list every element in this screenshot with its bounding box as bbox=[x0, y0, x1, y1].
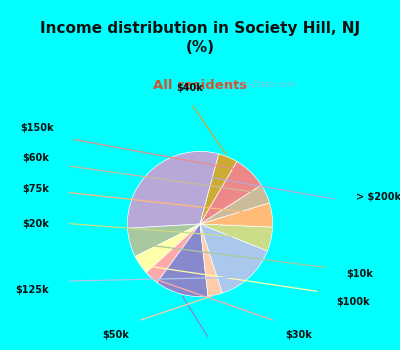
Text: $50k: $50k bbox=[102, 330, 130, 340]
Wedge shape bbox=[200, 203, 272, 227]
Text: ⓘ City-Data.com: ⓘ City-Data.com bbox=[224, 80, 296, 89]
Text: $10k: $10k bbox=[346, 270, 373, 279]
Wedge shape bbox=[200, 161, 261, 224]
Text: $60k: $60k bbox=[22, 154, 49, 163]
Wedge shape bbox=[135, 224, 200, 273]
Text: $40k: $40k bbox=[176, 83, 203, 93]
Wedge shape bbox=[200, 154, 237, 224]
Wedge shape bbox=[146, 224, 200, 282]
Wedge shape bbox=[157, 224, 208, 296]
Text: $100k: $100k bbox=[336, 296, 370, 307]
Text: $150k: $150k bbox=[20, 123, 54, 133]
Wedge shape bbox=[200, 224, 222, 296]
Text: Income distribution in Society Hill, NJ
(%): Income distribution in Society Hill, NJ … bbox=[40, 21, 360, 55]
Text: $30k: $30k bbox=[286, 330, 312, 340]
Text: All residents: All residents bbox=[153, 79, 247, 92]
Wedge shape bbox=[200, 224, 272, 251]
Wedge shape bbox=[128, 152, 219, 228]
Text: > $200k: > $200k bbox=[356, 192, 400, 202]
Wedge shape bbox=[200, 224, 267, 293]
Wedge shape bbox=[128, 224, 200, 257]
Wedge shape bbox=[200, 185, 270, 224]
Text: $75k: $75k bbox=[22, 184, 49, 194]
Text: $20k: $20k bbox=[22, 219, 49, 229]
Text: $125k: $125k bbox=[15, 285, 49, 294]
